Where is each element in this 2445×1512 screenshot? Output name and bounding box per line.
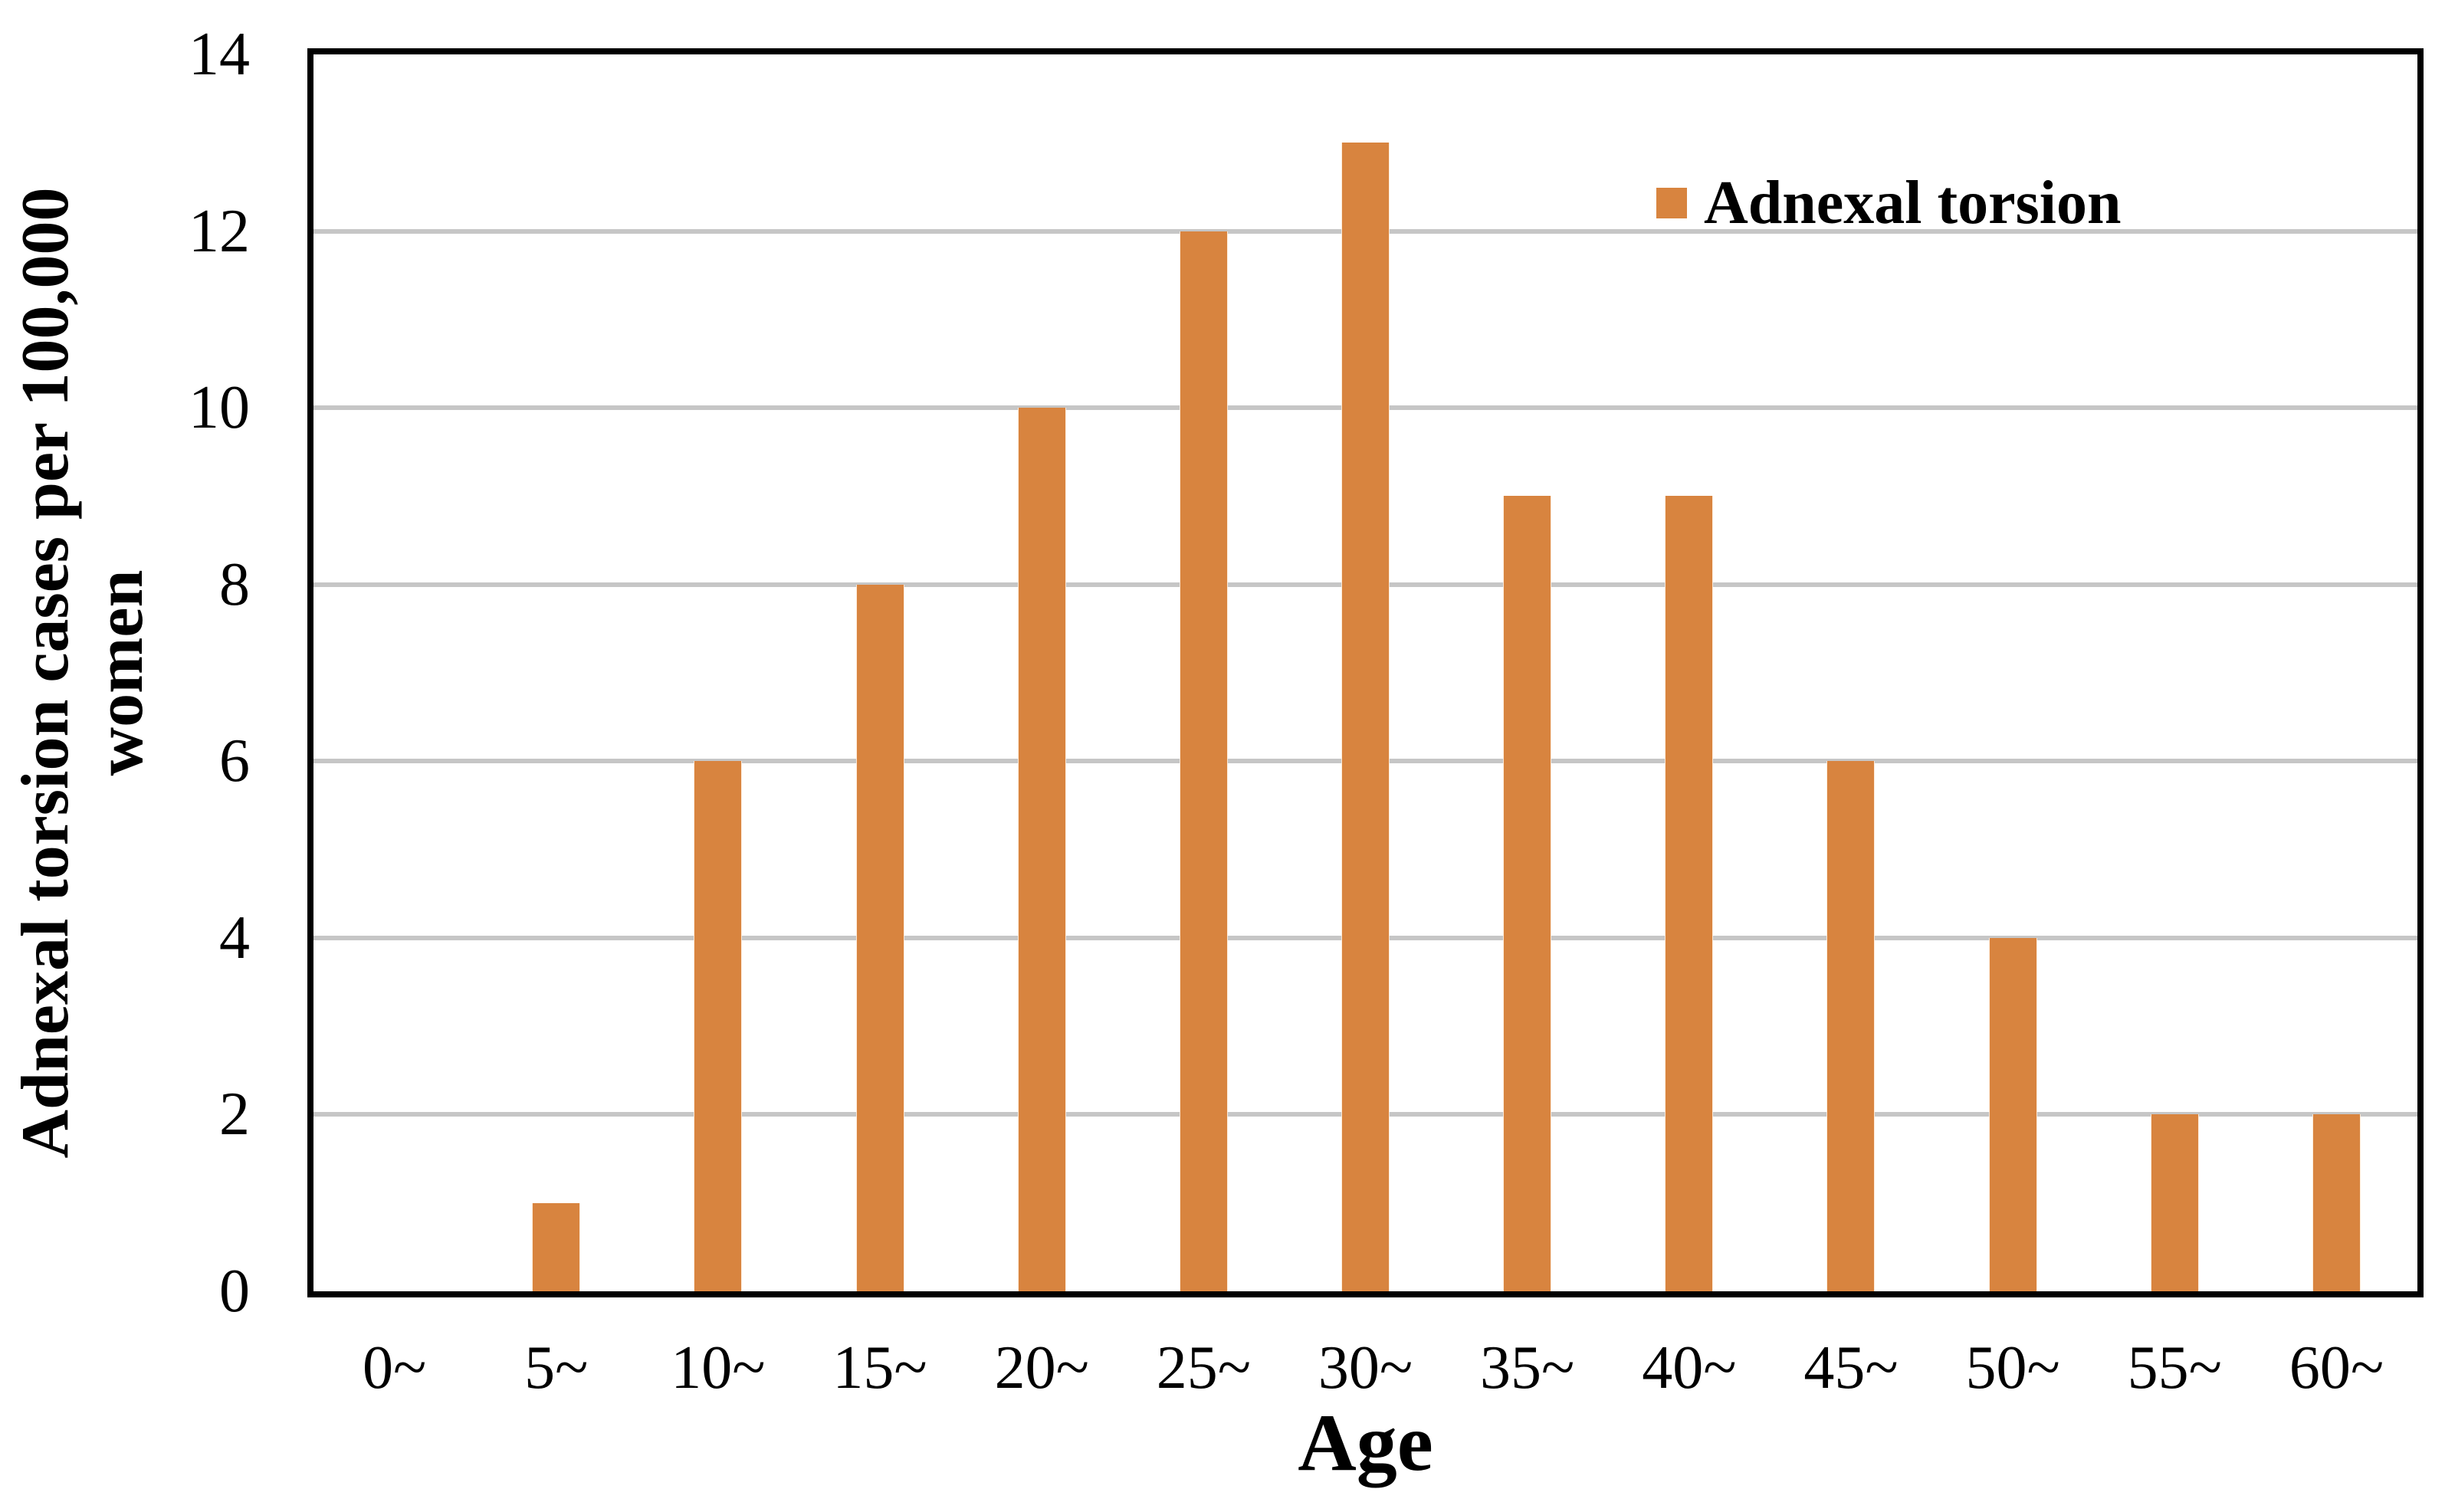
x-tick-label-45~: 45~: [1803, 1334, 1899, 1402]
x-tick-label-35~: 35~: [1480, 1334, 1575, 1402]
legend: Adnexal torsion: [1656, 169, 2122, 237]
x-tick-label-5~: 5~: [524, 1334, 589, 1402]
bar-10~: [694, 761, 742, 1291]
bar-slot-50~: [1932, 54, 2094, 1291]
bar-slot-0~: [313, 54, 475, 1291]
bar-slot-5~: [475, 54, 637, 1291]
legend-marker-square-icon: [1656, 188, 1687, 218]
y-tick-label-10: 10: [189, 374, 250, 442]
bar-slot-25~: [1123, 54, 1285, 1291]
y-tick-label-4: 4: [219, 904, 250, 972]
bar-20~: [1018, 408, 1065, 1291]
x-axis-ticks: 0~ 5~ 10~ 15~ 20~ 25~ 30~ 35~ 40~ 45~ 50~ 55~ 60~: [313, 1330, 2417, 1406]
bar-slot-20~: [961, 54, 1123, 1291]
y-tick-label-6: 6: [219, 727, 250, 795]
y-tick-label-0: 0: [219, 1258, 250, 1325]
x-tick-label-40~: 40~: [1642, 1334, 1737, 1402]
bar-slot-40~: [1608, 54, 1770, 1291]
bar-15~: [856, 584, 904, 1291]
x-tick-label-15~: 15~: [832, 1334, 927, 1402]
bar-slot-45~: [1770, 54, 1931, 1291]
x-tick-label-30~: 30~: [1318, 1334, 1413, 1402]
y-tick-label-8: 8: [219, 550, 250, 618]
bar-35~: [1504, 496, 1551, 1291]
x-tick-label-0~: 0~: [362, 1334, 427, 1402]
legend-label: Adnexal torsion: [1704, 169, 2122, 237]
y-tick-label-2: 2: [219, 1081, 250, 1149]
bar-45~: [1827, 761, 1875, 1291]
bar-5~: [533, 1202, 580, 1291]
bar-slot-35~: [1446, 54, 1608, 1291]
x-tick-label-50~: 50~: [1965, 1334, 2060, 1402]
x-tick-label-60~: 60~: [2289, 1334, 2384, 1402]
y-tick-label-12: 12: [189, 197, 250, 265]
y-axis-ticks: 0 2 4 6 8 10 12 14: [0, 24, 307, 1322]
bar-slot-60~: [2256, 54, 2417, 1291]
y-tick-label-14: 14: [189, 21, 250, 88]
bar-slot-55~: [2094, 54, 2256, 1291]
bar-40~: [1666, 496, 1713, 1291]
bar-30~: [1342, 143, 1390, 1291]
bar-60~: [2312, 1114, 2360, 1291]
x-axis-title: Age: [1298, 1398, 1433, 1487]
x-tick-label-25~: 25~: [1156, 1334, 1251, 1402]
x-tick-label-20~: 20~: [994, 1334, 1089, 1402]
bar-slot-15~: [799, 54, 960, 1291]
bar-slot-10~: [637, 54, 799, 1291]
bar-slot-30~: [1285, 54, 1446, 1291]
bar-50~: [1989, 937, 2036, 1291]
bar-25~: [1180, 231, 1227, 1291]
plot-area: Adnexal torsion: [307, 48, 2424, 1297]
x-tick-label-10~: 10~: [671, 1334, 766, 1402]
x-tick-label-55~: 55~: [2127, 1334, 2222, 1402]
bar-55~: [2151, 1114, 2198, 1291]
bars-layer: [313, 54, 2417, 1291]
